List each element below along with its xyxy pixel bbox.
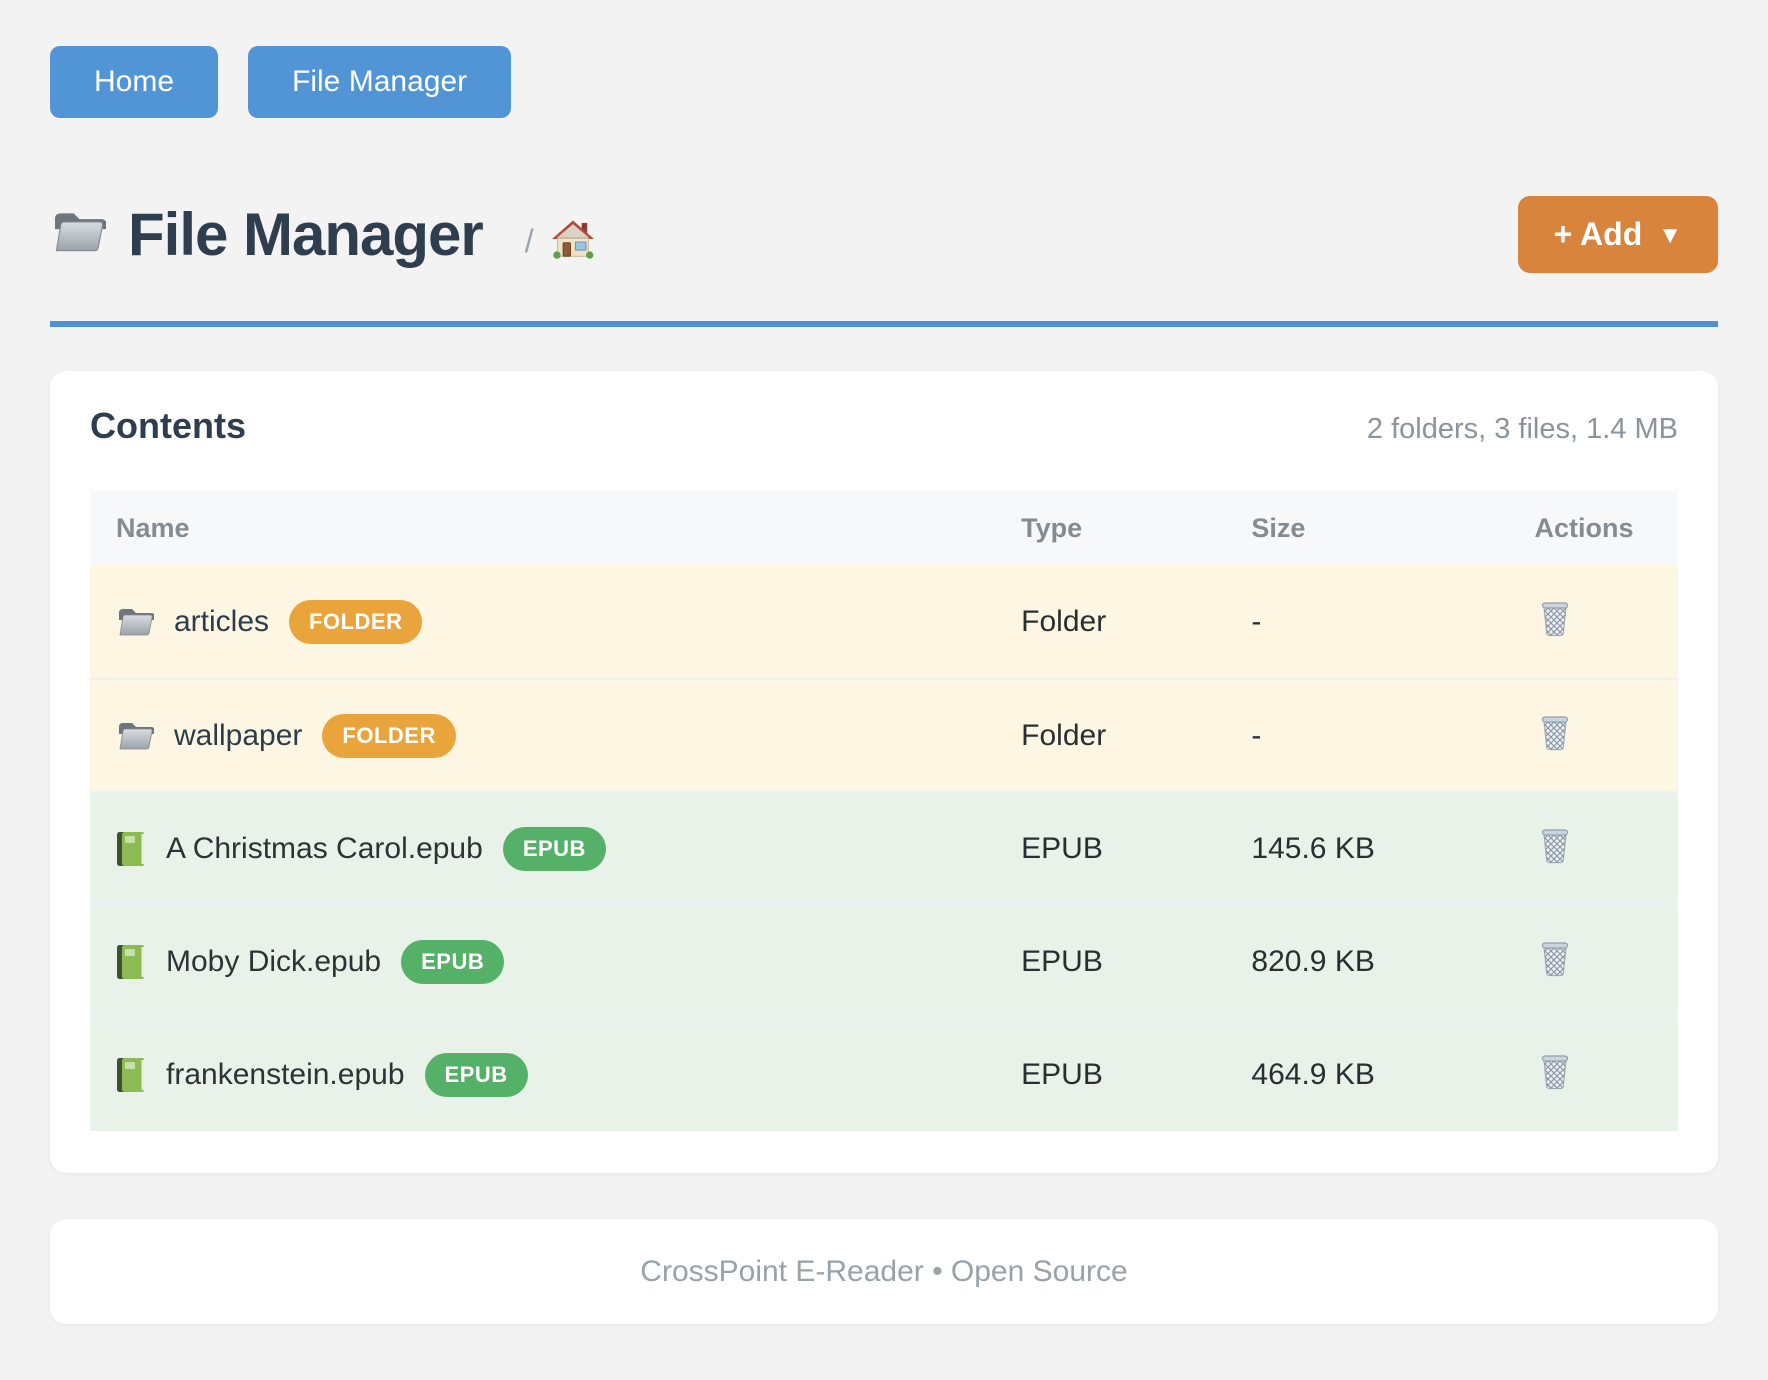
table-row: A Christmas Carol.epub EPUB EPUB 145.6 K… bbox=[90, 791, 1678, 905]
page-header: File Manager / + Add ▼ bbox=[50, 196, 1718, 273]
delete-button[interactable] bbox=[1539, 1052, 1571, 1093]
delete-button[interactable] bbox=[1539, 826, 1571, 867]
file-name: frankenstein.epub bbox=[166, 1058, 405, 1091]
home-button[interactable]: Home bbox=[50, 46, 219, 118]
footer-text: CrossPoint E-Reader • Open Source bbox=[640, 1254, 1128, 1288]
type-badge: EPUB bbox=[401, 939, 505, 984]
file-name[interactable]: articles bbox=[174, 605, 270, 638]
table-row: Moby Dick.epub EPUB EPUB 820.9 KB bbox=[90, 904, 1678, 1018]
footer: CrossPoint E-Reader • Open Source bbox=[50, 1219, 1718, 1324]
type-badge: EPUB bbox=[502, 826, 606, 871]
add-button-label: + Add bbox=[1553, 216, 1643, 252]
home-icon[interactable] bbox=[550, 218, 596, 265]
file-name: Moby Dick.epub bbox=[166, 944, 382, 978]
trash-icon bbox=[1539, 599, 1571, 640]
type-cell: Folder bbox=[995, 678, 1226, 792]
page-title: File Manager bbox=[128, 201, 484, 268]
type-cell: EPUB bbox=[995, 791, 1226, 905]
table-row: articles FOLDER Folder - bbox=[90, 566, 1678, 679]
column-header-actions: Actions bbox=[1479, 491, 1678, 566]
contents-table: Name Type Size Actions articles FOLDER F… bbox=[90, 491, 1678, 1131]
contents-card: Contents 2 folders, 3 files, 1.4 MB Name… bbox=[50, 371, 1718, 1173]
size-cell: 464.9 KB bbox=[1225, 1017, 1480, 1131]
title-divider bbox=[50, 321, 1718, 327]
book-icon bbox=[116, 831, 146, 867]
table-header-row: Name Type Size Actions bbox=[90, 491, 1678, 566]
type-badge: FOLDER bbox=[322, 713, 456, 758]
size-cell: - bbox=[1225, 566, 1480, 679]
folder-title-icon bbox=[50, 209, 107, 260]
table-row: frankenstein.epub EPUB EPUB 464.9 KB bbox=[90, 1017, 1678, 1131]
column-header-size: Size bbox=[1225, 491, 1480, 566]
trash-icon bbox=[1539, 1052, 1571, 1093]
file-manager-button[interactable]: File Manager bbox=[248, 46, 512, 118]
breadcrumb: / bbox=[525, 218, 596, 265]
type-cell: EPUB bbox=[995, 904, 1226, 1018]
folder-icon bbox=[116, 606, 154, 638]
breadcrumb-separator: / bbox=[524, 223, 534, 259]
size-cell: - bbox=[1225, 678, 1480, 792]
delete-button[interactable] bbox=[1539, 939, 1571, 980]
add-button[interactable]: + Add ▼ bbox=[1517, 196, 1718, 273]
delete-button[interactable] bbox=[1539, 599, 1571, 640]
folder-icon bbox=[116, 720, 154, 752]
type-badge: EPUB bbox=[424, 1053, 528, 1097]
chevron-down-icon: ▼ bbox=[1658, 221, 1682, 249]
size-cell: 145.6 KB bbox=[1225, 791, 1480, 905]
book-icon bbox=[116, 1057, 146, 1093]
trash-icon bbox=[1539, 713, 1571, 754]
type-cell: EPUB bbox=[995, 1017, 1226, 1131]
trash-icon bbox=[1539, 939, 1571, 980]
column-header-name: Name bbox=[90, 491, 996, 566]
contents-table-body: articles FOLDER Folder - wallpaper FOLDE… bbox=[90, 566, 1678, 1131]
size-cell: 820.9 KB bbox=[1225, 904, 1480, 1018]
file-name: A Christmas Carol.epub bbox=[166, 831, 483, 865]
column-header-type: Type bbox=[995, 491, 1226, 566]
trash-icon bbox=[1539, 826, 1571, 867]
table-row: wallpaper FOLDER Folder - bbox=[90, 678, 1678, 792]
type-cell: Folder bbox=[995, 566, 1226, 679]
top-nav: Home File Manager bbox=[50, 46, 1718, 118]
contents-heading: Contents bbox=[90, 405, 246, 446]
file-name[interactable]: wallpaper bbox=[174, 718, 303, 752]
book-icon bbox=[116, 944, 146, 980]
contents-summary: 2 folders, 3 files, 1.4 MB bbox=[1366, 413, 1678, 445]
delete-button[interactable] bbox=[1539, 713, 1571, 754]
type-badge: FOLDER bbox=[289, 600, 423, 644]
